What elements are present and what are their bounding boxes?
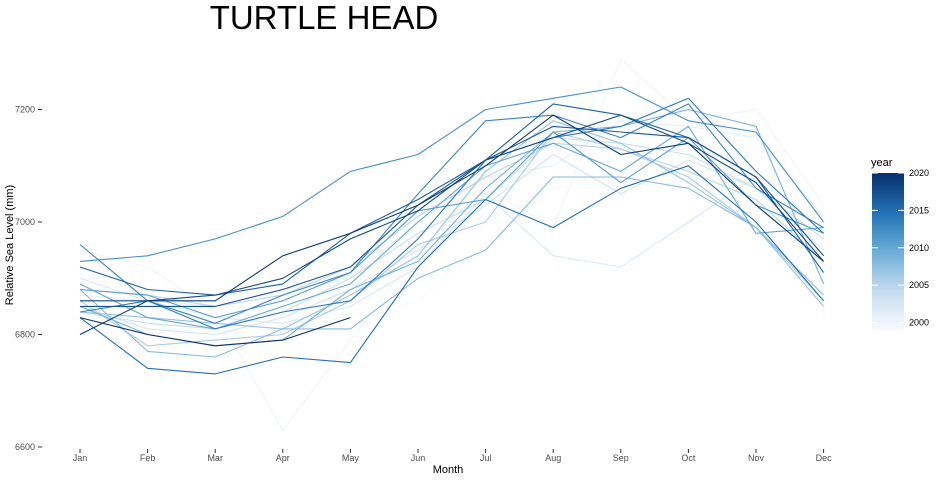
y-tick-label: 7000 <box>15 217 35 227</box>
y-tick-label: 6600 <box>15 442 35 452</box>
x-tick-label: Jan <box>73 453 88 463</box>
series-line-2002 <box>79 176 825 324</box>
y-axis-label: Relative Sea Level (mm) <box>4 185 16 305</box>
series-line-2020 <box>79 317 351 347</box>
x-tick-label: Dec <box>816 453 833 463</box>
x-tick-label: Feb <box>140 453 156 463</box>
legend-tick-label: 2010 <box>909 243 929 253</box>
y-tick-label: 6800 <box>15 330 35 340</box>
legend-title: year <box>871 157 893 169</box>
x-tick-label: Aug <box>545 453 561 463</box>
series-line-1999 <box>79 131 825 330</box>
x-tick-label: May <box>342 453 360 463</box>
legend-tick-label: 2005 <box>909 280 929 290</box>
series-line-2005 <box>79 142 824 307</box>
x-tick-label: Nov <box>748 453 765 463</box>
x-tick-label: Jun <box>411 453 426 463</box>
legend-tick-label: 2015 <box>909 205 929 215</box>
series-line-2011 <box>79 131 824 319</box>
y-axis: 6600 6800 7000 7200 <box>15 105 42 452</box>
x-tick-label: Jul <box>480 453 492 463</box>
x-axis-label: Month <box>433 464 464 476</box>
series-line-2015 <box>79 165 825 375</box>
legend-tick-label: 2020 <box>909 168 929 178</box>
series-line-2013 <box>79 103 824 324</box>
year-legend: year 2000 2005 2010 2015 2020 <box>871 157 929 330</box>
series-line-2017 <box>80 125 825 307</box>
series-line-2003 <box>79 153 824 336</box>
legend-ticks: 2000 2005 2010 2015 2020 <box>872 168 929 328</box>
series-line-2004 <box>79 137 824 330</box>
series-line-2012 <box>79 86 825 262</box>
x-axis: Jan Feb Mar Apr May Jun Jul Aug Sep Oct Nov Dec <box>73 449 832 463</box>
y-tick-label: 7200 <box>15 105 35 115</box>
x-tick-label: Oct <box>681 453 696 463</box>
series-line-2008 <box>79 176 824 358</box>
x-tick-label: Mar <box>207 453 223 463</box>
chart-title: TURTLE HEAD <box>210 0 439 36</box>
series-line-2019 <box>79 114 824 335</box>
x-tick-label: Apr <box>276 453 290 463</box>
series-line-2007 <box>79 120 825 330</box>
legend-colorbar <box>872 173 904 330</box>
legend-tick-label: 2000 <box>909 318 929 328</box>
series-lines <box>79 58 825 431</box>
x-tick-label: Sep <box>613 453 629 463</box>
series-line-2014 <box>79 97 824 330</box>
